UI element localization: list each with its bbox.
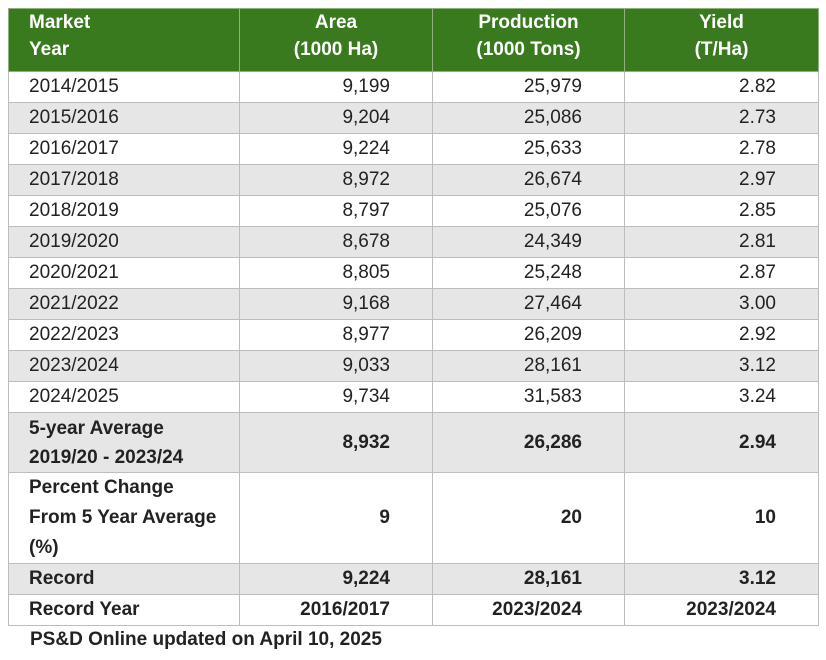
table-row: 2021/2022 9,168 27,464 3.00	[8, 288, 819, 320]
table-row: 2016/2017 9,224 25,633 2.78	[8, 133, 819, 165]
production-cell: 2023/2024	[432, 594, 625, 626]
table-header-row: Market Year Area (1000 Ha) Production (1…	[8, 8, 819, 72]
table-row: 2018/2019 8,797 25,076 2.85	[8, 195, 819, 227]
year-cell: 2023/2024	[8, 350, 240, 382]
table-row: 2023/2024 9,033 28,161 3.12	[8, 350, 819, 382]
yield-cell: 3.12	[624, 563, 819, 595]
header-market-year: Market Year	[8, 8, 240, 72]
yield-cell: 2.87	[624, 257, 819, 289]
production-cell: 26,674	[432, 164, 625, 196]
yield-cell: 2023/2024	[624, 594, 819, 626]
area-cell: 9,168	[239, 288, 433, 320]
record-year-label: Record Year	[8, 594, 240, 626]
production-cell: 24,349	[432, 226, 625, 258]
header-yield: Yield (T/Ha)	[624, 8, 819, 72]
yield-cell: 10	[624, 472, 819, 564]
year-cell: 2019/2020	[8, 226, 240, 258]
five-year-average-label: 5-year Average 2019/20 - 2023/24	[8, 412, 240, 473]
year-cell: 2014/2015	[8, 71, 240, 103]
area-cell: 8,972	[239, 164, 433, 196]
production-cell: 25,086	[432, 102, 625, 134]
production-cell: 25,633	[432, 133, 625, 165]
production-cell: 31,583	[432, 381, 625, 413]
production-cell: 25,979	[432, 71, 625, 103]
area-cell: 8,678	[239, 226, 433, 258]
production-cell: 28,161	[432, 563, 625, 595]
area-cell: 8,977	[239, 319, 433, 351]
area-cell: 9,033	[239, 350, 433, 382]
production-cell: 25,076	[432, 195, 625, 227]
yield-cell: 2.82	[624, 71, 819, 103]
update-footnote: PS&D Online updated on April 10, 2025	[30, 629, 382, 650]
yield-cell: 2.85	[624, 195, 819, 227]
percent-change-row: Percent Change From 5 Year Average (%) 9…	[8, 472, 819, 564]
yield-cell: 2.81	[624, 226, 819, 258]
table-row: 2024/2025 9,734 31,583 3.24	[8, 381, 819, 413]
production-cell: 27,464	[432, 288, 625, 320]
yield-cell: 3.00	[624, 288, 819, 320]
area-cell: 2016/2017	[239, 594, 433, 626]
table-row: 2015/2016 9,204 25,086 2.73	[8, 102, 819, 134]
production-cell: 26,286	[432, 412, 625, 473]
yield-cell: 2.73	[624, 102, 819, 134]
area-cell: 9,199	[239, 71, 433, 103]
year-cell: 2018/2019	[8, 195, 240, 227]
year-cell: 2022/2023	[8, 319, 240, 351]
header-area: Area (1000 Ha)	[239, 8, 433, 72]
record-year-row: Record Year 2016/2017 2023/2024 2023/202…	[8, 594, 819, 626]
year-cell: 2024/2025	[8, 381, 240, 413]
area-cell: 9,734	[239, 381, 433, 413]
table-row: 2017/2018 8,972 26,674 2.97	[8, 164, 819, 196]
year-cell: 2016/2017	[8, 133, 240, 165]
production-cell: 28,161	[432, 350, 625, 382]
yield-cell: 2.92	[624, 319, 819, 351]
area-cell: 8,797	[239, 195, 433, 227]
record-label: Record	[8, 563, 240, 595]
year-cell: 2015/2016	[8, 102, 240, 134]
percent-change-label: Percent Change From 5 Year Average (%)	[8, 472, 240, 564]
yield-cell: 2.78	[624, 133, 819, 165]
five-year-average-row: 5-year Average 2019/20 - 2023/24 8,932 2…	[8, 412, 819, 473]
header-production: Production (1000 Tons)	[432, 8, 625, 72]
production-cell: 26,209	[432, 319, 625, 351]
area-cell: 8,932	[239, 412, 433, 473]
year-cell: 2021/2022	[8, 288, 240, 320]
table-row: 2014/2015 9,199 25,979 2.82	[8, 71, 819, 103]
yield-cell: 2.97	[624, 164, 819, 196]
year-cell: 2020/2021	[8, 257, 240, 289]
table-row: 2020/2021 8,805 25,248 2.87	[8, 257, 819, 289]
area-cell: 9	[239, 472, 433, 564]
area-cell: 9,224	[239, 133, 433, 165]
area-cell: 9,204	[239, 102, 433, 134]
table-row: 2022/2023 8,977 26,209 2.92	[8, 319, 819, 351]
production-cell: 20	[432, 472, 625, 564]
psd-data-table: Market Year Area (1000 Ha) Production (1…	[8, 8, 819, 626]
year-cell: 2017/2018	[8, 164, 240, 196]
production-cell: 25,248	[432, 257, 625, 289]
record-row: Record 9,224 28,161 3.12	[8, 563, 819, 595]
yield-cell: 3.12	[624, 350, 819, 382]
area-cell: 8,805	[239, 257, 433, 289]
yield-cell: 3.24	[624, 381, 819, 413]
table-row: 2019/2020 8,678 24,349 2.81	[8, 226, 819, 258]
yield-cell: 2.94	[624, 412, 819, 473]
area-cell: 9,224	[239, 563, 433, 595]
